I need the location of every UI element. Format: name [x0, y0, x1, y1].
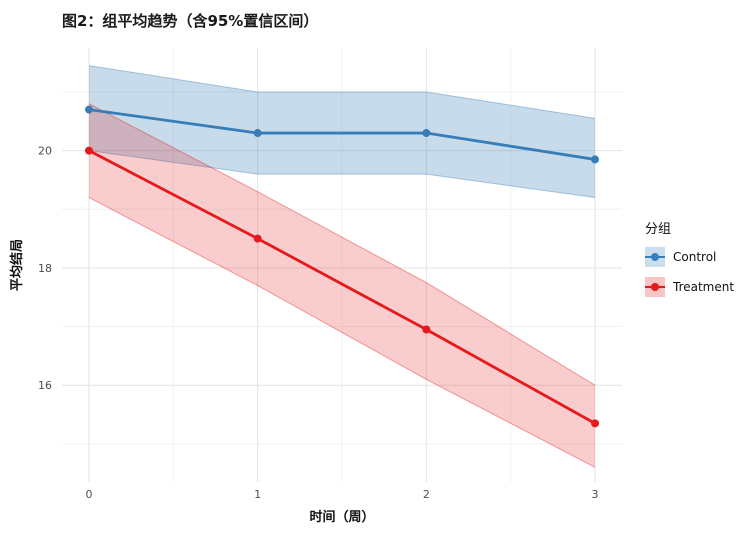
- x-tick-label: 3: [592, 488, 599, 501]
- ci-upper-edge-treatment: [88, 103, 596, 386]
- ci-ribbon-control: [88, 65, 596, 198]
- data-point-control: [422, 129, 431, 138]
- legend: 分组 Control Treatment: [645, 218, 734, 307]
- chart-title: 图2：组平均趋势（含95%置信区间）: [62, 12, 319, 30]
- legend-swatch-treatment-icon: [645, 277, 665, 297]
- y-tick-label: 18: [38, 262, 52, 275]
- data-point-control: [253, 129, 262, 138]
- x-tick-label: 2: [423, 488, 430, 501]
- ci-upper-edge-control: [88, 65, 596, 119]
- plot-svg: 16 18 20 0 1 2 3: [38, 48, 622, 501]
- legend-dot-control-icon: [651, 253, 659, 261]
- x-tick-label: 1: [254, 488, 261, 501]
- legend-item-treatment: Treatment: [645, 277, 734, 297]
- y-axis-label: 平均结局: [10, 239, 25, 292]
- series-line-control: [87, 108, 597, 161]
- legend-title: 分组: [645, 222, 672, 237]
- series-line-treatment: [87, 149, 597, 425]
- data-point-treatment: [422, 325, 431, 334]
- legend-swatch-control-icon: [645, 247, 665, 267]
- data-point-control: [84, 105, 93, 114]
- y-tick-label: 20: [38, 145, 52, 158]
- data-point-treatment: [84, 146, 93, 155]
- data-point-treatment: [253, 234, 262, 243]
- legend-dot-treatment-icon: [651, 283, 659, 291]
- legend-label-control: Control: [673, 250, 717, 264]
- y-tick-label: 16: [38, 379, 52, 392]
- data-point-treatment: [591, 419, 600, 428]
- data-point-control: [591, 155, 600, 164]
- ci-lower-edge-control: [88, 150, 596, 199]
- legend-item-control: Control: [645, 247, 734, 267]
- x-axis-label: 时间（周）: [309, 510, 375, 525]
- x-tick-label: 0: [85, 488, 92, 501]
- legend-label-treatment: Treatment: [673, 280, 735, 294]
- ci-lower-edge-treatment: [88, 197, 596, 468]
